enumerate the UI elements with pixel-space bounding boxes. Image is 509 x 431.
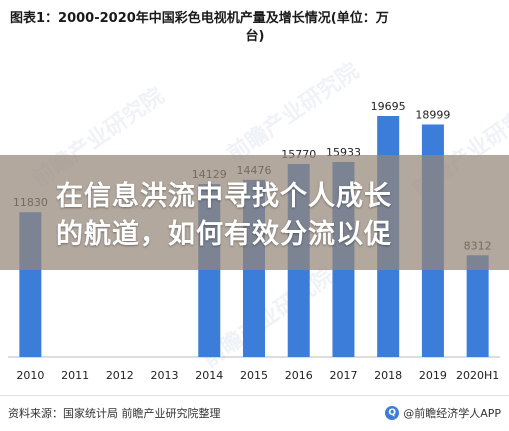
brand-text: @前瞻经济学人APP	[403, 407, 501, 420]
chart-title-line1: 图表1：2000-2020年中国彩色电视机产量及增长情况(单位：万	[10, 11, 389, 26]
x-tick-label-2017: 2017	[329, 369, 357, 382]
chart-footer: 资料来源：国家统计局 前瞻产业研究院整理 Q @前瞻经济学人APP	[0, 395, 509, 431]
x-tick-label-2016: 2016	[285, 369, 313, 382]
x-tick-label-2010: 2010	[16, 369, 44, 382]
x-tick-label-2013: 2013	[151, 369, 179, 382]
chart-title: 图表1：2000-2020年中国彩色电视机产量及增长情况(单位：万 台)	[10, 10, 500, 46]
x-tick-label-2019: 2019	[419, 369, 447, 382]
chart-title-line2: 台)	[245, 29, 265, 44]
brand-logo-icon: Q	[385, 406, 400, 420]
x-tick-label-2018: 2018	[374, 369, 402, 382]
x-tick-label-2014: 2014	[195, 369, 223, 382]
data-label-2018: 19695	[371, 100, 406, 113]
x-tick-label-2020H1: 2020H1	[456, 369, 499, 382]
data-label-2019: 18999	[415, 108, 450, 121]
overlay-text-line1: 在信息洪流中寻找个人成长	[56, 181, 392, 212]
x-tick-label-2011: 2011	[61, 369, 89, 382]
brand-credit: Q @前瞻经济学人APP	[385, 405, 501, 421]
overlay-text-line2: 的航道，如何有效分流以促	[56, 219, 392, 250]
bar-2020H1	[466, 255, 489, 357]
text-overlay-band	[0, 155, 509, 270]
source-note: 资料来源：国家统计局 前瞻产业研究院整理	[8, 407, 221, 420]
x-tick-label-2015: 2015	[240, 369, 268, 382]
x-tick-label-2012: 2012	[106, 369, 134, 382]
overlay-text: 在信息洪流中寻找个人成长 的航道，如何有效分流以促	[56, 178, 506, 254]
